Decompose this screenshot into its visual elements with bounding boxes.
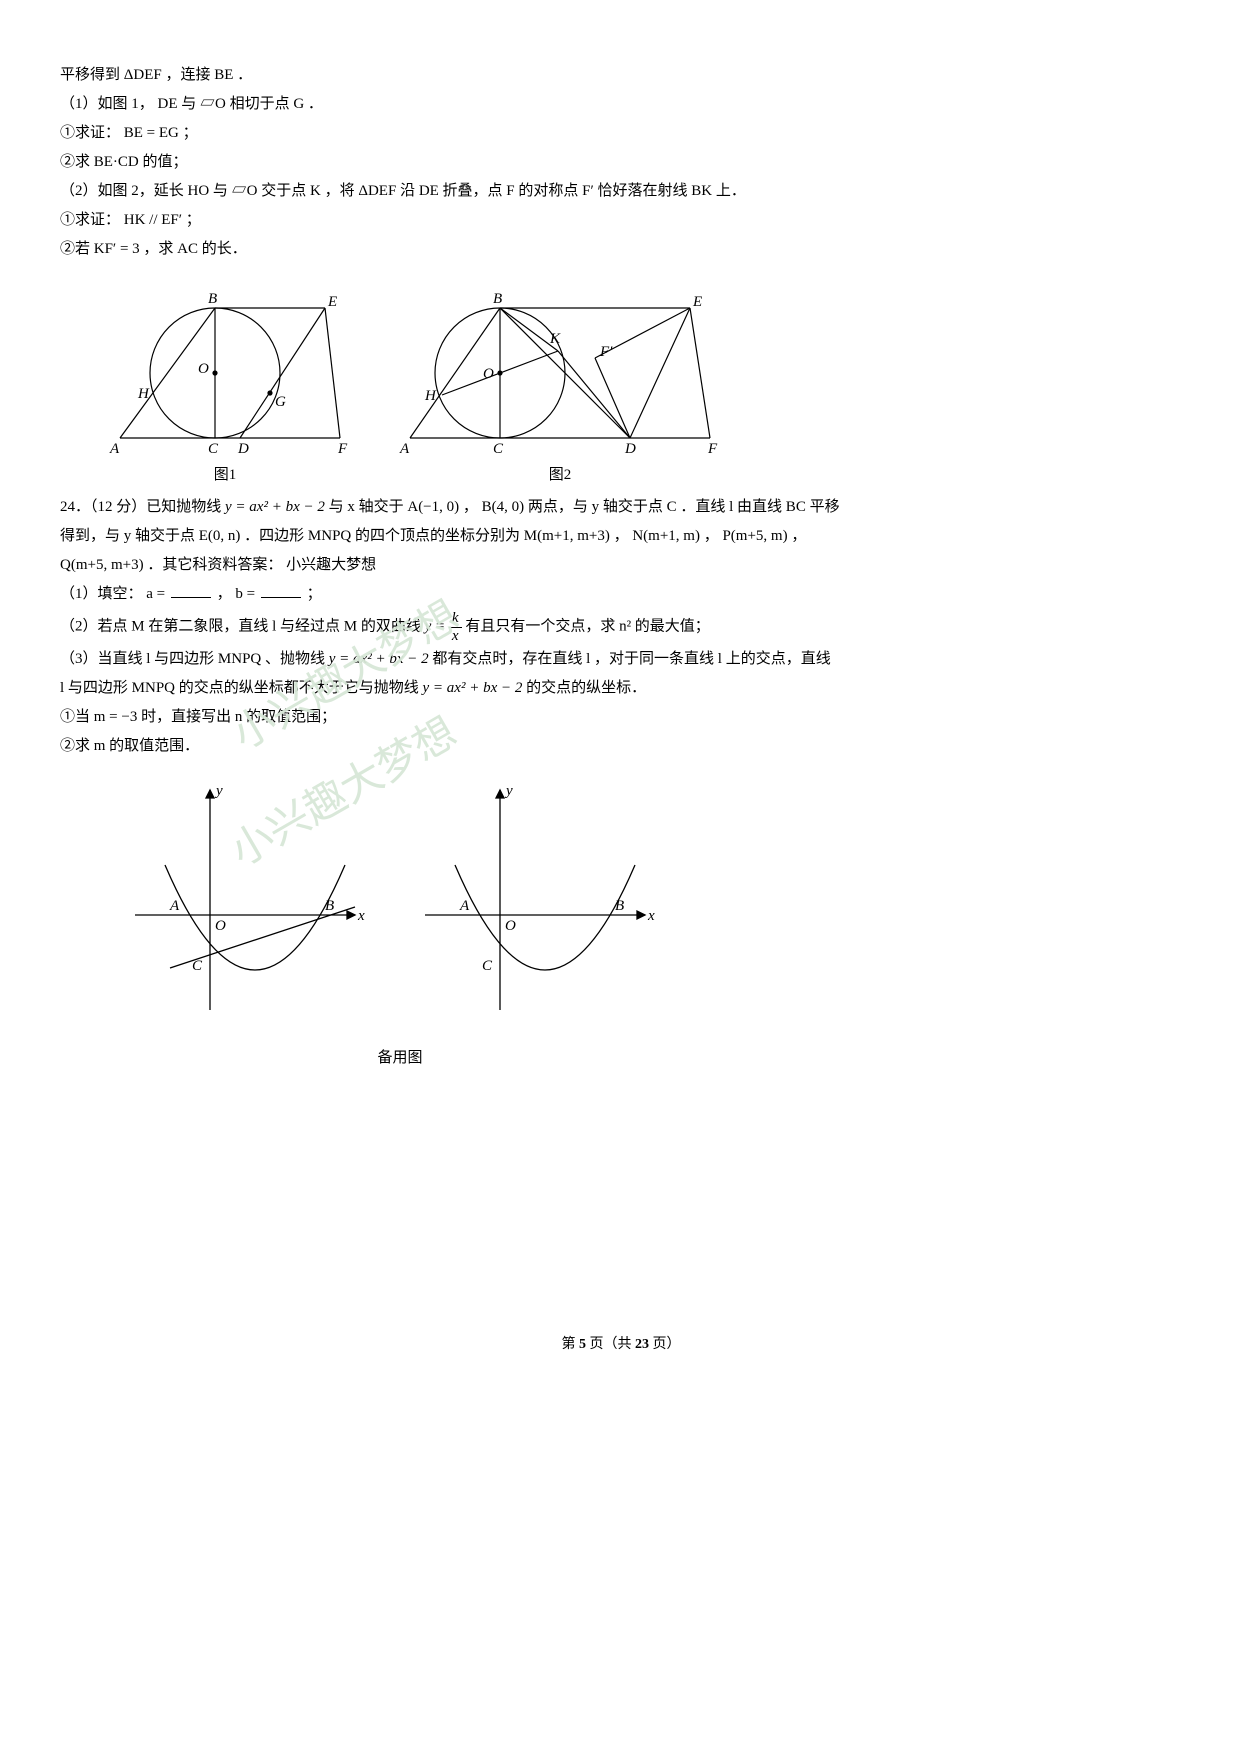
lbl3-C: C — [192, 958, 203, 974]
lbl3-O: O — [215, 918, 226, 934]
lbl2-D: D — [624, 441, 636, 457]
p24-l2: Q(m+5, m+3) ．其它科资料答案： 小兴趣大梦想 — [60, 552, 1182, 579]
figure-4-caption: 备用图 — [120, 1045, 680, 1072]
figure-1-caption: 图1 — [214, 462, 237, 489]
footer-pre: 第 — [562, 1337, 580, 1352]
text: ②求 m 的取值范围． — [60, 738, 199, 754]
lbl4-x: x — [647, 908, 655, 924]
frac-num: k — [449, 610, 462, 628]
p23-l3: ②求 BE·CD 的值； — [60, 149, 1182, 176]
lbl-E: E — [327, 294, 337, 310]
lbl3-y: y — [214, 783, 223, 799]
lbl2-B: B — [493, 291, 502, 307]
text: 得到，与 y 轴交于点 E(0, n) ．四边形 MNPQ 的四个顶点的坐标分别… — [60, 528, 806, 544]
p23-l6: ②若 KF′ = 3 ，求 AC 的长． — [60, 236, 1182, 263]
text: （2）若点 M 在第二象限，直线 l 与经过点 M 的双曲线 — [60, 618, 425, 634]
text: （2）如图 2，延长 HO 与 ▱O 交于点 K ，将 ΔDEF 沿 DE 折叠… — [60, 183, 746, 199]
lbl2-K: K — [549, 331, 561, 347]
text: 的交点的纵坐标． — [522, 680, 646, 696]
p24-l8: ②求 m 的取值范围． — [60, 733, 1182, 760]
text: l 与四边形 MNPQ 的交点的纵坐标都不大于它与抛物线 — [60, 680, 423, 696]
eq: y = ax² + bx − 2 — [225, 499, 325, 515]
figure-2: A B C D E F F′ H K O 图2 — [390, 278, 730, 489]
text: ； — [303, 586, 322, 602]
figure-2-svg: A B C D E F F′ H K O — [390, 278, 730, 458]
lbl2-O: O — [483, 366, 494, 382]
lbl-G: G — [275, 394, 286, 410]
eq: y = ax² + bx − 2 — [423, 680, 523, 696]
lbl-O: O — [198, 361, 209, 377]
lbl2-Fp: F′ — [599, 344, 613, 360]
lbl2-E: E — [692, 294, 702, 310]
text: ②若 KF′ = 3 ，求 AC 的长． — [60, 241, 247, 257]
p24-figures: 小兴趣大梦想 小兴趣大梦想 A O B C x y — [120, 775, 1182, 1025]
footer-page: 5 — [579, 1337, 586, 1352]
lbl4-C: C — [482, 958, 493, 974]
figure-3: A O B C x y — [120, 775, 370, 1025]
text: （1）如图 1， DE 与 ▱O 相切于点 G ． — [60, 96, 323, 112]
lbl4-y: y — [504, 783, 513, 799]
footer-mid: 页（共 — [586, 1337, 635, 1352]
lbl-C: C — [208, 441, 219, 457]
p24-l5: （3）当直线 l 与四边形 MNPQ 、抛物线 y = ax² + bx − 2… — [60, 646, 1182, 673]
text: （3）当直线 l 与四边形 MNPQ 、抛物线 — [60, 651, 329, 667]
p23-l5: ①求证： HK // EF′ ； — [60, 207, 1182, 234]
lbl4-A: A — [459, 898, 470, 914]
p23-l4: （2）如图 2，延长 HO 与 ▱O 交于点 K ，将 ΔDEF 沿 DE 折叠… — [60, 178, 1182, 205]
text: ， b = — [213, 586, 259, 602]
text: ①当 m = −3 时，直接写出 n 的取值范围； — [60, 709, 336, 725]
figure-4-svg: A O B C x y — [410, 775, 660, 1025]
p23-l2: ①求证： BE = EG ； — [60, 120, 1182, 147]
figure-3-svg: A O B C x y — [120, 775, 370, 1025]
figure-4: A O B C x y — [410, 775, 660, 1025]
lbl-A: A — [109, 441, 120, 457]
eq-y: y = — [425, 618, 449, 634]
text: ①求证： BE = EG ； — [60, 125, 198, 141]
lbl3-x: x — [357, 908, 365, 924]
lbl-F: F — [337, 441, 348, 457]
text: ①求证： HK // EF′ ； — [60, 212, 201, 228]
page-footer: 第 5 页（共 23 页） — [60, 1332, 1182, 1357]
p24-l6: l 与四边形 MNPQ 的交点的纵坐标都不大于它与抛物线 y = ax² + b… — [60, 675, 1182, 702]
lbl3-B: B — [325, 898, 334, 914]
lbl2-A: A — [399, 441, 410, 457]
text: 与 x 轴交于 A(−1, 0) ， B(4, 0) 两点，与 y 轴交于点 C… — [325, 499, 840, 515]
footer-total: 23 — [635, 1337, 649, 1352]
lbl-D: D — [237, 441, 249, 457]
p23-l0: 平移得到 ΔDEF ，连接 BE ． — [60, 62, 1182, 89]
text: 24．（12 分）已知抛物线 — [60, 499, 225, 515]
p24-l3: （1）填空： a = ， b = ； — [60, 581, 1182, 608]
text: 平移得到 ΔDEF ，连接 BE ． — [60, 67, 252, 83]
blank-a — [171, 582, 211, 598]
lbl-B: B — [208, 291, 217, 307]
footer-suf: 页） — [649, 1337, 681, 1352]
p23-figures: A B C D E F G H O 图1 — [100, 278, 1182, 489]
text: 有且只有一个交点，求 n² 的最大值； — [462, 618, 710, 634]
lbl2-F: F — [707, 441, 718, 457]
lbl4-O: O — [505, 918, 516, 934]
text: ②求 BE·CD 的值； — [60, 154, 188, 170]
lbl2-H: H — [424, 388, 437, 404]
lbl4-B: B — [615, 898, 624, 914]
eq: y = ax² + bx − 2 — [329, 651, 429, 667]
figure-1-svg: A B C D E F G H O — [100, 278, 350, 458]
p24-l7: ①当 m = −3 时，直接写出 n 的取值范围； — [60, 704, 1182, 731]
blank-b — [261, 582, 301, 598]
figure-1: A B C D E F G H O 图1 — [100, 278, 350, 489]
text: Q(m+5, m+3) ．其它科资料答案： 小兴趣大梦想 — [60, 557, 376, 573]
p24-l4: （2）若点 M 在第二象限，直线 l 与经过点 M 的双曲线 y = kx 有且… — [60, 610, 1182, 644]
text: （1）填空： a = — [60, 586, 169, 602]
lbl2-C: C — [493, 441, 504, 457]
p24-l0: 24．（12 分）已知抛物线 y = ax² + bx − 2 与 x 轴交于 … — [60, 494, 1182, 521]
lbl-H: H — [137, 386, 150, 402]
figure-2-caption: 图2 — [549, 462, 572, 489]
p24-l1: 得到，与 y 轴交于点 E(0, n) ．四边形 MNPQ 的四个顶点的坐标分别… — [60, 523, 1182, 550]
frac-k-x: kx — [449, 610, 462, 644]
text: 都有交点时，存在直线 l ，对于同一条直线 l 上的交点，直线 — [429, 651, 831, 667]
frac-den: x — [449, 628, 462, 645]
p23-l1: （1）如图 1， DE 与 ▱O 相切于点 G ． — [60, 91, 1182, 118]
lbl3-A: A — [169, 898, 180, 914]
